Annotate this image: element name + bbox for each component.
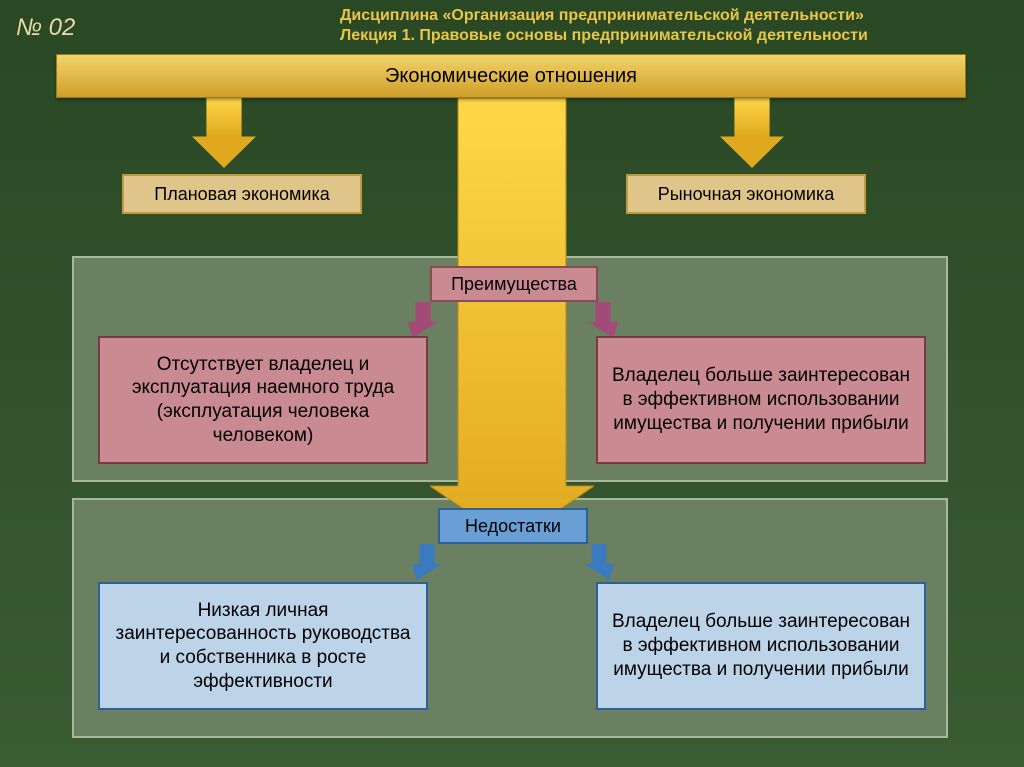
advantages-left-box: Отсутствует владелец и эксплуатация наем…	[98, 336, 428, 464]
root-bar-label: Экономические отношения	[385, 65, 637, 88]
advantages-label-text: Преимущества	[451, 273, 577, 296]
advantages-label: Преимущества	[430, 266, 598, 302]
header-line-2: Лекция 1. Правовые основы предпринимател…	[340, 26, 1014, 46]
disadvantages-left-box: Низкая личная заинтересованность руковод…	[98, 582, 428, 710]
advantages-right-box: Владелец больше заинтересован в эффектив…	[596, 336, 926, 464]
left-branch-arrow-icon	[192, 98, 256, 168]
market-economy-label: Рыночная экономика	[658, 183, 835, 206]
market-economy-box: Рыночная экономика	[626, 174, 866, 214]
advantages-left-text: Отсутствует владелец и эксплуатация наем…	[112, 353, 414, 448]
advantages-right-text: Владелец больше заинтересован в эффектив…	[610, 364, 912, 435]
advantages-right-arrow-icon	[588, 302, 618, 338]
disadvantages-right-box: Владелец больше заинтересован в эффектив…	[596, 582, 926, 710]
slide-number: № 02	[16, 14, 75, 42]
header-line-1: Дисциплина «Организация предпринимательс…	[340, 6, 1014, 26]
disadvantages-label-text: Недостатки	[465, 515, 561, 538]
root-bar: Экономические отношения	[56, 54, 966, 98]
advantages-left-arrow-icon	[408, 302, 438, 338]
disadvantages-left-arrow-icon	[412, 544, 442, 580]
slide-header: Дисциплина «Организация предпринимательс…	[340, 6, 1014, 46]
planned-economy-box: Плановая экономика	[122, 174, 362, 214]
disadvantages-right-text: Владелец больше заинтересован в эффектив…	[610, 610, 912, 681]
right-branch-arrow-icon	[720, 98, 784, 168]
disadvantages-label: Недостатки	[438, 508, 588, 544]
disadvantages-right-arrow-icon	[584, 544, 614, 580]
disadvantages-left-text: Низкая личная заинтересованность руковод…	[112, 599, 414, 694]
central-arrow-icon	[430, 98, 594, 542]
planned-economy-label: Плановая экономика	[154, 183, 329, 206]
